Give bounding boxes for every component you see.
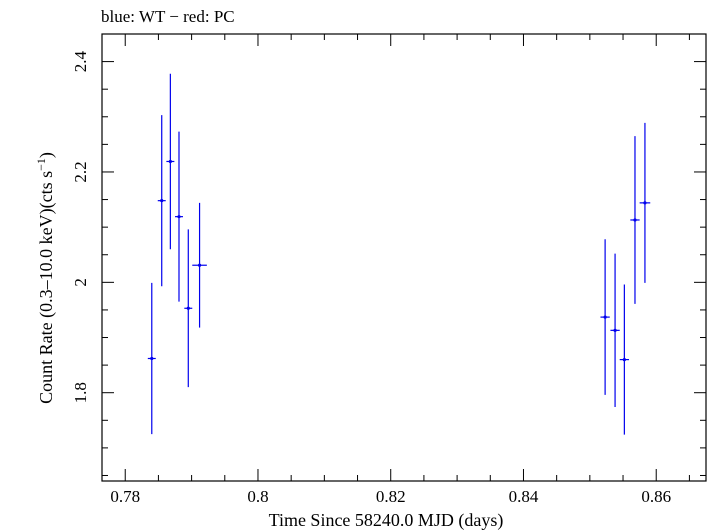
data-point [600,239,610,395]
data-point [630,136,640,304]
x-axis-title: Time Since 58240.0 MJD (days) [269,510,504,531]
point-marker [186,306,190,310]
x-tick-label: 0.82 [376,487,406,506]
y-tick-label: 2 [71,278,90,287]
y-axis-title-sup: −1 [34,158,48,171]
x-tick-label: 0.86 [641,487,671,506]
data-point [639,122,651,283]
point-marker [177,215,181,219]
x-tick-label: 0.8 [247,487,268,506]
y-axis-title-main: Count Rate (0.3–10.0 keV)(cts s [36,171,57,404]
point-marker [613,328,617,332]
data-point [166,73,175,250]
data-point [147,282,156,435]
y-axis-title: Count Rate (0.3–10.0 keV)(cts s−1) [34,152,57,404]
chart-title: blue: WT − red: PC [101,7,235,26]
y-tick-labels: 1.8 2 2.2 2.4 [71,50,90,403]
point-marker [643,201,647,205]
data-series [147,73,651,435]
axis-ticks [102,33,706,481]
point-marker [633,218,637,222]
data-point [192,202,207,328]
point-marker [150,356,154,361]
point-marker [168,159,172,164]
plot-frame [101,33,707,482]
x-tick-label: 0.84 [509,487,539,506]
data-point [157,115,166,287]
x-tick-labels: 0.78 0.8 0.82 0.84 0.86 [110,487,671,506]
point-marker [160,199,164,203]
y-tick-label: 2.4 [71,50,90,72]
x-tick-label: 0.78 [110,487,140,506]
data-point [610,253,620,408]
point-marker [197,263,202,267]
y-tick-label: 2.2 [71,161,90,182]
data-point [619,284,630,435]
y-tick-label: 1.8 [71,382,90,403]
data-point [175,131,183,302]
point-marker [603,315,607,319]
y-axis-title-end: ) [36,152,57,158]
data-point [184,229,193,388]
point-marker [622,357,626,362]
